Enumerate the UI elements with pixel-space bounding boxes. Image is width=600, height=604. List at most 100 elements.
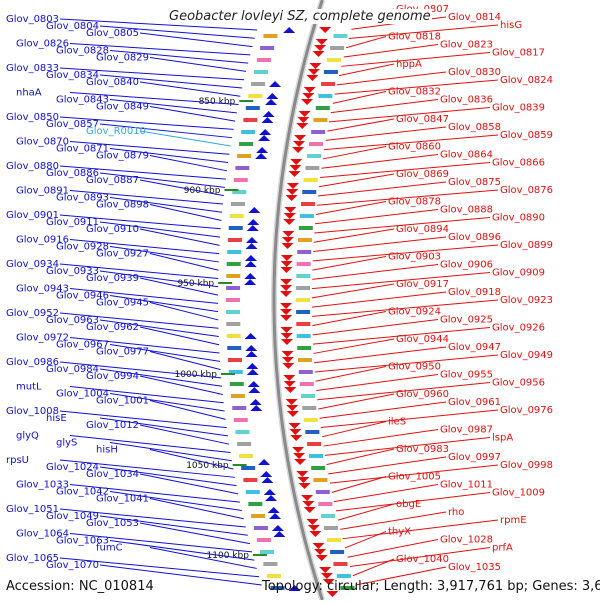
left-label-leader	[99, 515, 248, 536]
minus-strand-gene	[289, 429, 302, 435]
left-label-leader	[59, 18, 258, 31]
function-block	[318, 502, 333, 506]
plus-strand-gene	[244, 279, 257, 285]
plus-strand-gene	[258, 135, 271, 141]
minus-strand-gene	[282, 363, 295, 369]
right-gene-label: Glov_0956	[492, 378, 545, 389]
right-gene-label: Glov_0924	[388, 307, 441, 318]
right-gene-label: Glov_1011	[440, 480, 493, 491]
left-gene-label: Glov_1053	[86, 518, 139, 529]
left-gene-label: hisH	[96, 445, 118, 456]
left-gene-label: Glov_0849	[96, 102, 149, 113]
minus-strand-gene	[284, 387, 297, 393]
minus-strand-gene	[281, 357, 294, 363]
right-gene-label: Glov_0949	[500, 350, 553, 361]
right-label-leader	[312, 264, 439, 280]
left-gene-label: Glov_0857	[46, 119, 99, 130]
right-label-leader	[316, 189, 499, 206]
right-label-leader	[321, 421, 387, 438]
right-gene-label: Glov_0976	[500, 405, 553, 416]
right-label-leader	[324, 437, 491, 456]
plus-strand-gene	[283, 27, 296, 33]
right-label-leader	[355, 566, 447, 586]
right-label-leader	[340, 511, 447, 530]
plus-strand-gene	[246, 369, 259, 375]
minus-strand-gene	[296, 123, 309, 129]
function-block	[226, 322, 241, 326]
function-block	[235, 166, 250, 170]
plus-strand-gene	[255, 153, 268, 159]
minus-strand-gene	[312, 543, 325, 549]
left-gene-label: Glov_0972	[16, 333, 69, 344]
plus-strand-gene	[244, 273, 257, 279]
left-label-leader	[99, 270, 219, 288]
function-block	[256, 58, 271, 62]
right-gene-label: Glov_0926	[492, 323, 545, 334]
left-gene-label: Glov_1008	[6, 406, 59, 417]
right-gene-label: Glov_0869	[396, 169, 449, 180]
right-gene-label: prfA	[492, 543, 513, 554]
left-label-leader	[69, 288, 219, 304]
right-label-leader	[311, 291, 447, 308]
right-gene-label: rpmE	[500, 515, 527, 526]
genome-summary: Topology: circular; Length: 3,917,761 bp…	[262, 579, 600, 594]
right-gene-label: Glov_0987	[440, 425, 493, 436]
function-block	[230, 202, 245, 206]
right-label-leader	[318, 393, 395, 410]
left-label-leader	[139, 326, 220, 346]
function-block	[253, 70, 268, 74]
plus-strand-gene	[248, 207, 261, 213]
left-gene-label: Glov_0911	[46, 217, 99, 228]
function-block	[226, 262, 241, 266]
left-gene-label: Glov_0805	[86, 28, 139, 39]
left-label-leader	[59, 165, 226, 180]
function-block	[226, 310, 241, 314]
right-label-leader	[328, 456, 447, 475]
left-label-leader	[139, 130, 231, 147]
left-label-leader	[69, 386, 224, 404]
plus-strand-gene	[259, 129, 272, 135]
left-label-leader	[149, 253, 219, 271]
left-gene-label: Glov_1049	[46, 511, 99, 522]
function-block	[302, 406, 317, 410]
minus-strand-gene	[283, 375, 296, 381]
right-gene-label: Glov_0858	[448, 122, 501, 133]
left-label-leader	[69, 533, 253, 553]
left-label-leader	[59, 214, 221, 230]
left-label-leader	[149, 302, 219, 321]
function-block	[323, 70, 338, 74]
function-block	[226, 298, 240, 302]
function-block	[296, 274, 311, 278]
right-gene-label: Glov_0944	[396, 334, 449, 345]
right-label-leader	[320, 409, 499, 429]
right-label-leader	[314, 217, 491, 234]
function-block	[340, 586, 355, 590]
right-gene-label: Glov_0836	[440, 95, 493, 106]
function-block	[309, 142, 324, 146]
left-label-leader	[99, 319, 219, 337]
left-label-leader	[149, 155, 228, 172]
minus-strand-gene	[320, 573, 333, 579]
left-gene-label: Glov_0939	[86, 273, 139, 284]
function-block	[241, 466, 256, 470]
left-label-leader	[109, 50, 249, 64]
left-gene-label: Glov_0967	[56, 340, 109, 351]
minus-strand-gene	[286, 411, 299, 417]
minus-strand-gene	[282, 231, 295, 237]
left-label-leader	[139, 375, 223, 395]
plus-strand-gene	[247, 219, 260, 225]
left-label-leader	[149, 204, 222, 222]
backbone-group	[271, 0, 326, 601]
right-gene-label: Glov_0866	[492, 158, 545, 169]
plus-strand-gene	[265, 99, 278, 105]
left-labels: Glov_0803Glov_0804Glov_0805Glov_0826Glov…	[6, 14, 262, 586]
left-label-leader	[139, 424, 230, 445]
right-gene-label: Glov_1035	[448, 562, 501, 573]
right-label-leader	[312, 272, 491, 290]
minus-strand-gene	[314, 549, 327, 555]
left-label-leader	[59, 67, 245, 81]
left-gene-label: Glov_0901	[6, 210, 59, 221]
function-block	[226, 334, 241, 338]
